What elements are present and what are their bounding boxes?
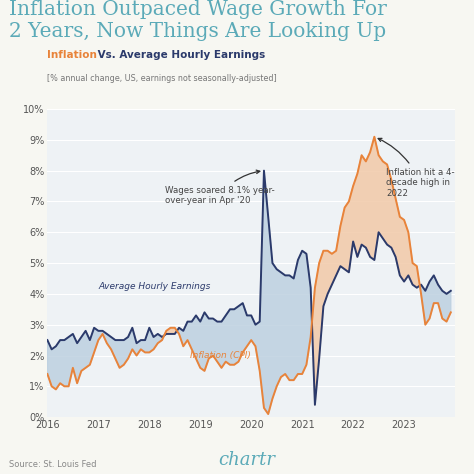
Text: Inflation Outpaced Wage Growth For
2 Years, Now Things Are Looking Up: Inflation Outpaced Wage Growth For 2 Yea…: [9, 0, 387, 41]
Text: Inflation (CPI): Inflation (CPI): [190, 351, 251, 360]
Text: chartr: chartr: [218, 451, 275, 469]
Text: Vs. Average Hourly Earnings: Vs. Average Hourly Earnings: [94, 50, 265, 60]
Text: Average Hourly Earnings: Average Hourly Earnings: [98, 282, 211, 291]
Text: Wages soared 8.1% year-
over-year in Apr '20: Wages soared 8.1% year- over-year in Apr…: [164, 170, 274, 205]
Text: [% annual change, US, earnings not seasonally-adjusted]: [% annual change, US, earnings not seaso…: [47, 74, 277, 83]
Text: Source: St. Louis Fed: Source: St. Louis Fed: [9, 460, 97, 469]
Text: Inflation hit a 4-
decade high in
2022: Inflation hit a 4- decade high in 2022: [378, 138, 455, 198]
Text: Inflation: Inflation: [47, 50, 97, 60]
